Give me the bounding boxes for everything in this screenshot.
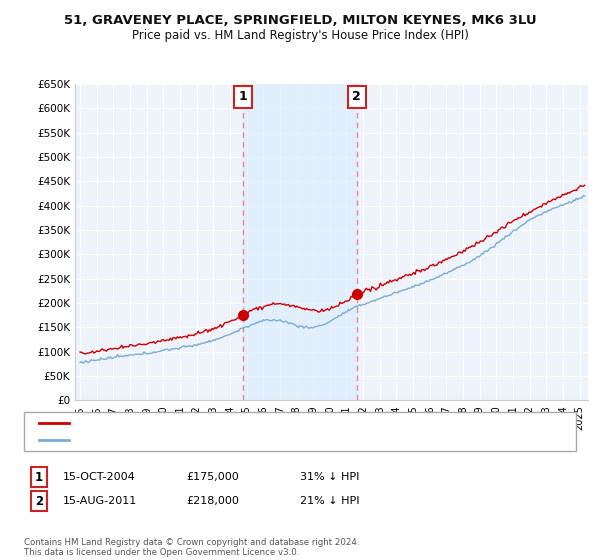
Text: 21% ↓ HPI: 21% ↓ HPI xyxy=(300,496,359,506)
Text: 31% ↓ HPI: 31% ↓ HPI xyxy=(300,472,359,482)
Text: HPI: Average price, detached house, Milton Keynes: HPI: Average price, detached house, Milt… xyxy=(75,435,340,445)
Text: 1: 1 xyxy=(239,90,247,104)
Bar xyxy=(243,84,357,400)
Text: £218,000: £218,000 xyxy=(186,496,239,506)
Text: 2: 2 xyxy=(352,90,361,104)
Text: £175,000: £175,000 xyxy=(186,472,239,482)
Text: 15-AUG-2011: 15-AUG-2011 xyxy=(63,496,137,506)
Text: 15-OCT-2004: 15-OCT-2004 xyxy=(63,472,136,482)
Text: 1: 1 xyxy=(35,470,43,484)
Text: 2: 2 xyxy=(35,494,43,508)
Text: Price paid vs. HM Land Registry's House Price Index (HPI): Price paid vs. HM Land Registry's House … xyxy=(131,29,469,42)
Text: 51, GRAVENEY PLACE, SPRINGFIELD, MILTON KEYNES, MK6 3LU (detached house): 51, GRAVENEY PLACE, SPRINGFIELD, MILTON … xyxy=(75,418,497,428)
Text: 51, GRAVENEY PLACE, SPRINGFIELD, MILTON KEYNES, MK6 3LU: 51, GRAVENEY PLACE, SPRINGFIELD, MILTON … xyxy=(64,14,536,27)
Text: Contains HM Land Registry data © Crown copyright and database right 2024.
This d: Contains HM Land Registry data © Crown c… xyxy=(24,538,359,557)
